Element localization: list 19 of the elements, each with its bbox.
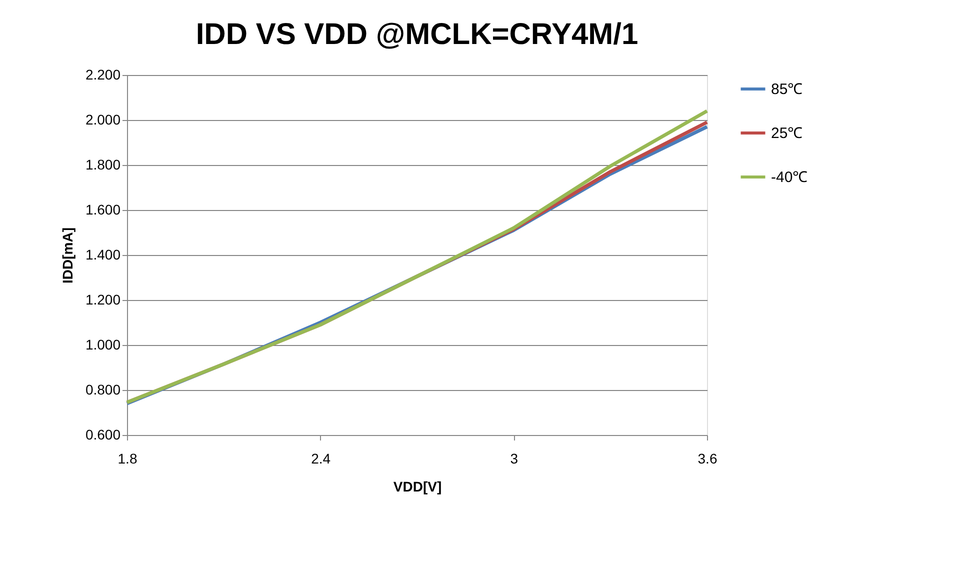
y-axis-title: IDD[mA]	[59, 228, 76, 284]
y-tick-label: 2.000	[85, 112, 121, 128]
y-tick-label: 0.600	[85, 426, 121, 442]
y-tick-label: 2.200	[85, 66, 121, 82]
x-tick-label: 3.6	[698, 450, 718, 466]
legend-label: 25℃	[771, 125, 803, 142]
y-tick-label: 1.200	[85, 292, 121, 308]
x-tick-label: 2.4	[311, 450, 331, 466]
legend-label: -40℃	[771, 169, 808, 186]
legend-label: 85℃	[771, 81, 803, 98]
x-axis-title: VDD[V]	[393, 478, 442, 494]
chart-title: IDD VS VDD @MCLK=CRY4M/1	[196, 18, 638, 51]
y-tick-label: 1.600	[85, 202, 121, 218]
y-tick-label: 1.800	[85, 156, 121, 172]
y-tick-label: 0.800	[85, 382, 121, 398]
y-tick-label: 1.400	[85, 246, 121, 262]
x-tick-label: 1.8	[118, 450, 138, 466]
y-tick-label: 1.000	[85, 336, 121, 352]
x-tick-label: 3	[510, 450, 518, 466]
